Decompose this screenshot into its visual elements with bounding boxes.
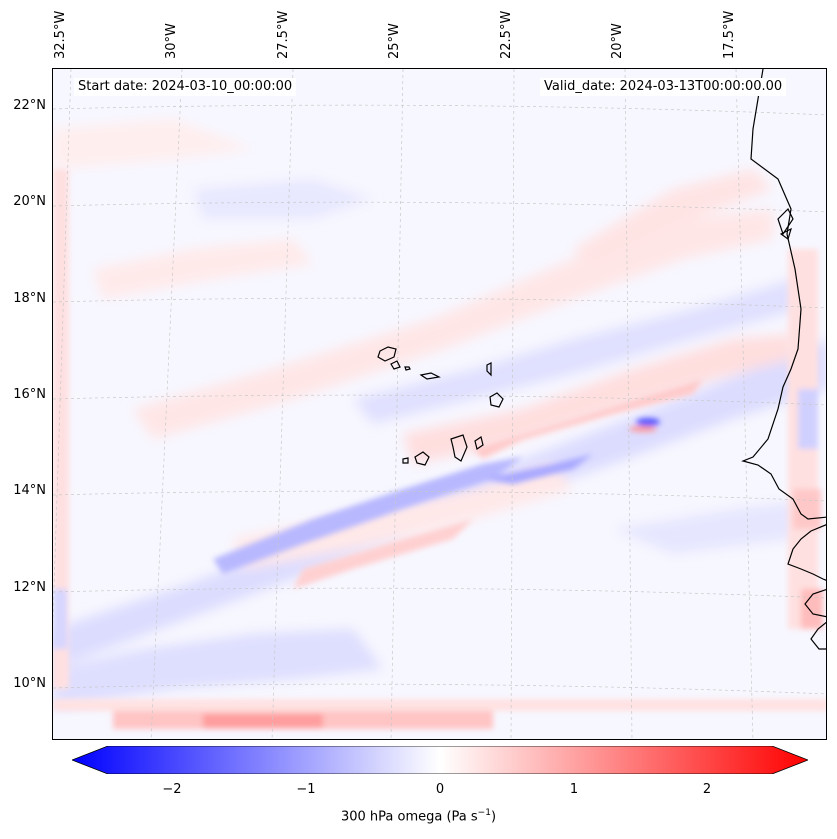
colorbar bbox=[72, 746, 808, 774]
lon-label-25w: 25°W bbox=[387, 23, 402, 59]
colorbar-tick-0: 0 bbox=[435, 782, 445, 797]
valid-date-label: Valid_date: 2024-03-13T00:00:00.00 bbox=[540, 78, 787, 96]
lon-label-22.5w: 22.5°W bbox=[499, 10, 514, 59]
omega-field bbox=[53, 69, 826, 739]
coastline bbox=[741, 69, 826, 650]
colorbar-tick-neg2: −2 bbox=[162, 782, 182, 797]
colorbar-tick-1: 1 bbox=[569, 782, 579, 797]
colorbar-label: 300 hPa omega (Pa s−1) bbox=[340, 808, 497, 825]
lat-label-20n: 20°N bbox=[13, 194, 46, 209]
lat-label-14n: 14°N bbox=[13, 483, 46, 498]
lat-label-12n: 12°N bbox=[13, 580, 46, 595]
start-date-label: Start date: 2024-03-10_00:00:00 bbox=[74, 78, 297, 96]
descent-ascent-bands bbox=[53, 119, 826, 709]
lat-label-18n: 18°N bbox=[13, 291, 46, 306]
lon-label-17.5w: 17.5°W bbox=[722, 10, 737, 59]
graticule bbox=[53, 69, 826, 739]
map-panel[interactable] bbox=[52, 68, 827, 740]
lon-label-20w: 20°W bbox=[610, 23, 625, 59]
lat-label-16n: 16°N bbox=[13, 387, 46, 402]
lat-label-22n: 22°N bbox=[13, 98, 46, 113]
lon-label-27.5w: 27.5°W bbox=[276, 10, 291, 59]
colorbar-tick-neg1: −1 bbox=[296, 782, 316, 797]
lon-label-30w: 30°W bbox=[164, 23, 179, 59]
cape-verde-islands bbox=[377, 346, 504, 466]
colorbar-tick-2: 2 bbox=[702, 782, 712, 797]
lat-label-10n: 10°N bbox=[13, 676, 46, 691]
strong-features bbox=[53, 169, 826, 729]
lon-label-32.5w: 32.5°W bbox=[53, 10, 68, 59]
